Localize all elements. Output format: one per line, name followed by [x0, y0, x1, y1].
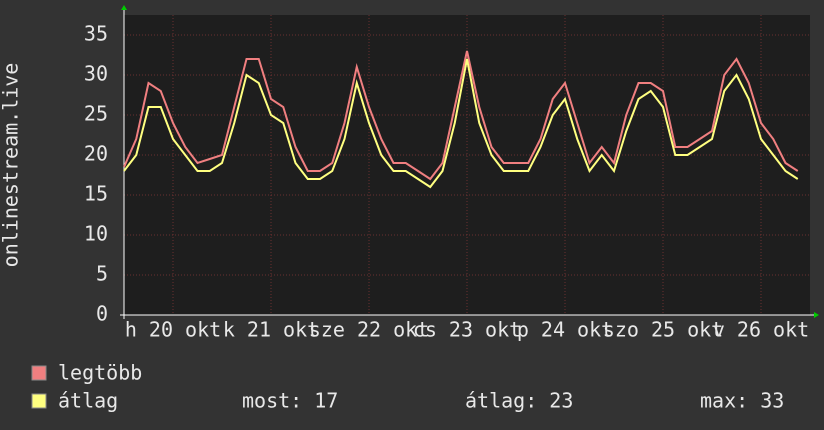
y-tick-label: 0: [96, 302, 108, 326]
y-tick-label: 25: [84, 102, 108, 126]
x-tick-label: sze 22 okt: [309, 318, 429, 342]
y-axis-label: onlinestream.live: [0, 63, 23, 268]
legend-stat: átlag: 23: [465, 389, 573, 413]
series-line: [123, 50, 799, 181]
y-tick-label: 5: [96, 262, 108, 286]
x-tick-label: cs 23 okt: [413, 318, 521, 342]
legend-stat: max: 33: [700, 389, 784, 413]
y-tick-label: 35: [84, 22, 108, 46]
y-tick-label: 20: [84, 142, 108, 166]
y-tick-label: 10: [84, 222, 108, 246]
series-line: [123, 58, 799, 189]
y-tick-label: 15: [84, 182, 108, 206]
axis-arrow: [814, 312, 819, 318]
legend-stat: most: 17: [242, 389, 338, 413]
axis-arrow: [121, 5, 127, 10]
legend-swatch: [31, 393, 47, 409]
x-tick-label: k 21 okt: [223, 318, 319, 342]
y-tick-label: 30: [84, 62, 108, 86]
legend-swatch: [31, 365, 47, 381]
x-tick-label: v 26 okt: [713, 318, 809, 342]
legend-label: legtöbb: [58, 361, 142, 385]
x-tick-label: szo 25 okt: [603, 318, 723, 342]
x-tick-label: p 24 okt: [517, 318, 613, 342]
legend-label: átlag: [58, 389, 118, 413]
x-tick-label: h 20 okt: [125, 318, 221, 342]
